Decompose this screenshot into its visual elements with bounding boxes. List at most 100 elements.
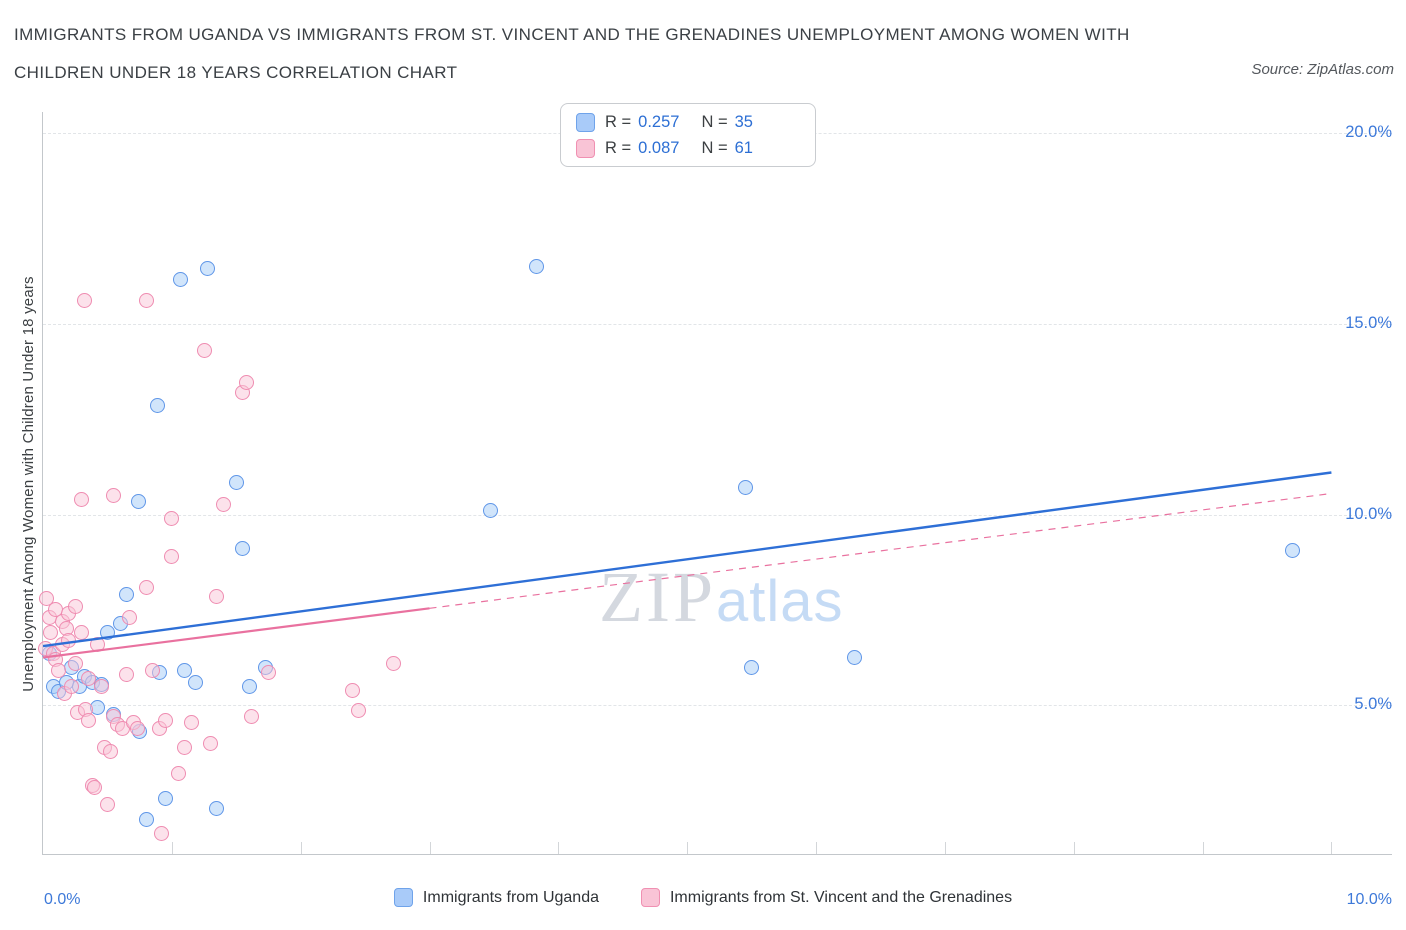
x-axis-tick xyxy=(171,842,173,854)
scatter-point-st-vincent[interactable] xyxy=(344,682,360,698)
scatter-point-st-vincent[interactable] xyxy=(106,487,122,503)
trend-lines xyxy=(43,471,1332,659)
scatter-point-st-vincent[interactable] xyxy=(183,714,199,730)
scatter-point-st-vincent[interactable] xyxy=(239,375,255,391)
scatter-point-uganda[interactable] xyxy=(119,587,135,603)
scatter-point-st-vincent[interactable] xyxy=(154,825,169,841)
scatter-point-uganda[interactable] xyxy=(482,503,498,519)
scatter-point-uganda[interactable] xyxy=(1285,543,1301,559)
scatter-point-st-vincent[interactable] xyxy=(67,598,83,614)
scatter-point-st-vincent[interactable] xyxy=(80,671,96,686)
scatter-point-st-vincent[interactable] xyxy=(87,779,102,795)
x-axis-min-label: 0.0% xyxy=(44,891,81,908)
scatter-point-uganda[interactable] xyxy=(847,650,863,665)
scatter-point-st-vincent[interactable] xyxy=(99,796,115,812)
y-axis-tick-label: 10.0% xyxy=(1345,504,1392,523)
legend-row-uganda: R = 0.257 N = 35 xyxy=(576,112,800,132)
scatter-point-uganda[interactable] xyxy=(228,474,244,490)
scatter-point-st-vincent[interactable] xyxy=(67,655,83,671)
plot-area: ZIP atlas xyxy=(38,112,1392,855)
scatter-point-uganda[interactable] xyxy=(200,260,216,276)
scatter-point-st-vincent[interactable] xyxy=(164,548,180,564)
y-axis-tick-label: 20.0% xyxy=(1345,123,1392,141)
x-axis-tick xyxy=(687,842,689,854)
scatter-point-uganda[interactable] xyxy=(157,791,173,807)
x-axis-tick xyxy=(944,842,946,854)
gridline xyxy=(43,514,1392,516)
scatter-point-st-vincent[interactable] xyxy=(145,663,160,679)
scatter-point-st-vincent[interactable] xyxy=(261,665,276,681)
scatter-point-uganda[interactable] xyxy=(173,272,189,288)
stvincent-legend-swatch-icon xyxy=(640,888,660,907)
x-axis-tick xyxy=(1331,842,1333,854)
scatter-point-st-vincent[interactable] xyxy=(74,491,90,507)
scatter-point-st-vincent[interactable] xyxy=(170,766,186,782)
chart-title-line-2: CHILDREN UNDER 18 YEARS CORRELATION CHAR… xyxy=(14,63,458,82)
scatter-point-st-vincent[interactable] xyxy=(93,678,109,694)
scatter-point-st-vincent[interactable] xyxy=(102,743,118,759)
scatter-point-uganda[interactable] xyxy=(130,493,146,509)
scatter-point-st-vincent[interactable] xyxy=(119,667,135,683)
x-axis-tick xyxy=(1073,842,1075,854)
scatter-point-st-vincent[interactable] xyxy=(215,497,231,513)
scatter-point-uganda[interactable] xyxy=(737,480,753,496)
scatter-point-st-vincent[interactable] xyxy=(74,625,90,641)
legend-item-stvincent[interactable]: Immigrants from St. Vincent and the Gren… xyxy=(640,888,1013,907)
scatter-point-st-vincent[interactable] xyxy=(43,625,59,641)
scatter-point-uganda[interactable] xyxy=(177,663,193,679)
x-axis-tick xyxy=(300,842,302,854)
n-value-stvincent: 61 xyxy=(734,138,753,157)
scatter-point-uganda[interactable] xyxy=(150,398,166,414)
scatter-point-st-vincent[interactable] xyxy=(196,342,212,358)
scatter-point-st-vincent[interactable] xyxy=(209,589,225,604)
scatter-point-st-vincent[interactable] xyxy=(80,713,96,728)
r-label: R = xyxy=(605,138,632,157)
bottom-legend: Immigrants from Uganda Immigrants from S… xyxy=(0,888,1406,907)
scatter-point-st-vincent[interactable] xyxy=(129,720,145,736)
y-axis-tick-label: 5.0% xyxy=(1354,695,1392,714)
r-label: R = xyxy=(605,112,632,131)
scatter-point-st-vincent[interactable] xyxy=(351,703,367,719)
watermark-zip: ZIP xyxy=(599,557,716,637)
x-axis-tick xyxy=(429,842,431,854)
scatter-point-uganda[interactable] xyxy=(187,674,203,690)
scatter-point-st-vincent[interactable] xyxy=(89,636,105,652)
scatter-point-uganda[interactable] xyxy=(235,541,251,557)
scatter-point-uganda[interactable] xyxy=(744,659,760,675)
x-axis-max-label: 10.0% xyxy=(1346,891,1392,908)
gridline xyxy=(43,705,1392,707)
r-value-uganda: 0.257 xyxy=(638,112,680,131)
scatter-point-st-vincent[interactable] xyxy=(386,655,401,671)
watermark-atlas: atlas xyxy=(716,569,844,634)
legend-item-uganda[interactable]: Immigrants from Uganda xyxy=(393,888,599,907)
source-link[interactable]: Source: ZipAtlas.com xyxy=(1251,61,1394,78)
scatter-point-st-vincent[interactable] xyxy=(157,713,173,728)
x-axis-tick xyxy=(1202,842,1204,854)
chart-title: IMMIGRANTS FROM UGANDA VS IMMIGRANTS FRO… xyxy=(14,16,1234,92)
n-label: N = xyxy=(701,112,728,131)
watermark: ZIP atlas xyxy=(599,556,844,639)
scatter-point-st-vincent[interactable] xyxy=(138,579,154,595)
scatter-point-uganda[interactable] xyxy=(529,259,544,274)
scatter-point-st-vincent[interactable] xyxy=(51,663,66,679)
chart-title-line-1: IMMIGRANTS FROM UGANDA VS IMMIGRANTS FRO… xyxy=(14,25,1130,44)
scatter-point-st-vincent[interactable] xyxy=(177,739,193,755)
scatter-point-st-vincent[interactable] xyxy=(76,293,92,309)
legend-row-stvincent: R = 0.087 N = 61 xyxy=(576,138,800,158)
scatter-point-st-vincent[interactable] xyxy=(63,678,79,694)
x-axis-tick xyxy=(558,842,560,854)
correlation-legend-box: R = 0.257 N = 35 R = 0.087 N = 61 xyxy=(560,103,816,167)
scatter-point-st-vincent[interactable] xyxy=(121,610,137,625)
scatter-point-uganda[interactable] xyxy=(138,812,154,828)
x-axis-tick xyxy=(816,842,818,854)
legend-item-stvincent-label: Immigrants from St. Vincent and the Gren… xyxy=(669,888,1013,906)
scatter-point-uganda[interactable] xyxy=(241,678,257,694)
scatter-point-st-vincent[interactable] xyxy=(244,709,260,725)
n-label: N = xyxy=(701,138,728,157)
scatter-point-st-vincent[interactable] xyxy=(138,293,154,309)
scatter-point-uganda[interactable] xyxy=(209,800,225,816)
gridline xyxy=(43,323,1392,325)
scatter-point-st-vincent[interactable] xyxy=(203,735,218,751)
scatter-point-st-vincent[interactable] xyxy=(164,510,180,526)
